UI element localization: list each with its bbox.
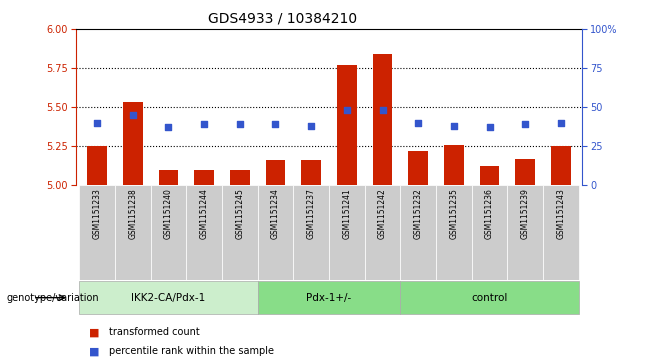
Text: GSM1151243: GSM1151243	[557, 188, 565, 239]
Bar	[372, 54, 392, 185]
FancyBboxPatch shape	[293, 185, 329, 280]
FancyBboxPatch shape	[79, 185, 115, 280]
Bar	[123, 102, 143, 185]
Text: ■: ■	[89, 346, 99, 356]
FancyBboxPatch shape	[186, 185, 222, 280]
Text: GSM1151233: GSM1151233	[93, 188, 101, 239]
Text: Pdx-1+/-: Pdx-1+/-	[307, 293, 351, 303]
FancyBboxPatch shape	[472, 185, 507, 280]
Bar	[337, 65, 357, 185]
FancyBboxPatch shape	[543, 185, 579, 280]
Bar	[444, 144, 464, 185]
Text: GSM1151232: GSM1151232	[414, 188, 422, 239]
Text: GSM1151245: GSM1151245	[236, 188, 244, 239]
FancyBboxPatch shape	[365, 185, 400, 280]
Point	[163, 125, 174, 130]
FancyBboxPatch shape	[115, 185, 151, 280]
Text: genotype/variation: genotype/variation	[7, 293, 99, 303]
FancyBboxPatch shape	[258, 185, 293, 280]
Text: IKK2-CA/Pdx-1: IKK2-CA/Pdx-1	[132, 293, 205, 303]
Point	[306, 123, 316, 129]
Text: GSM1151244: GSM1151244	[199, 188, 209, 239]
Point	[270, 121, 281, 127]
FancyBboxPatch shape	[222, 185, 258, 280]
Point	[377, 107, 388, 113]
Bar	[409, 151, 428, 185]
Point	[92, 120, 103, 126]
FancyBboxPatch shape	[507, 185, 543, 280]
Point	[128, 112, 138, 118]
Bar	[230, 170, 249, 185]
FancyBboxPatch shape	[329, 185, 365, 280]
Text: GDS4933 / 10384210: GDS4933 / 10384210	[209, 11, 357, 25]
Text: GSM1151238: GSM1151238	[128, 188, 138, 239]
FancyBboxPatch shape	[436, 185, 472, 280]
FancyBboxPatch shape	[400, 281, 579, 314]
Text: GSM1151235: GSM1151235	[449, 188, 459, 239]
Bar	[194, 170, 214, 185]
Text: GSM1151239: GSM1151239	[520, 188, 530, 239]
Text: transformed count: transformed count	[109, 327, 199, 337]
FancyBboxPatch shape	[79, 281, 258, 314]
Bar	[551, 146, 570, 185]
FancyBboxPatch shape	[258, 281, 400, 314]
FancyBboxPatch shape	[400, 185, 436, 280]
Point	[555, 120, 566, 126]
Point	[484, 125, 495, 130]
FancyBboxPatch shape	[151, 185, 186, 280]
Point	[234, 121, 245, 127]
Point	[413, 120, 424, 126]
Bar	[301, 160, 321, 185]
Text: GSM1151236: GSM1151236	[485, 188, 494, 239]
Text: GSM1151242: GSM1151242	[378, 188, 387, 239]
Text: control: control	[471, 293, 508, 303]
Point	[520, 121, 530, 127]
Text: GSM1151240: GSM1151240	[164, 188, 173, 239]
Bar	[480, 166, 499, 185]
Bar	[515, 159, 535, 185]
Text: GSM1151234: GSM1151234	[271, 188, 280, 239]
Text: GSM1151241: GSM1151241	[342, 188, 351, 239]
Point	[199, 121, 209, 127]
Text: GSM1151237: GSM1151237	[307, 188, 316, 239]
Text: ■: ■	[89, 327, 99, 337]
Point	[449, 123, 459, 129]
Point	[342, 107, 352, 113]
Bar	[266, 160, 286, 185]
Bar	[88, 146, 107, 185]
Text: percentile rank within the sample: percentile rank within the sample	[109, 346, 274, 356]
Bar	[159, 170, 178, 185]
